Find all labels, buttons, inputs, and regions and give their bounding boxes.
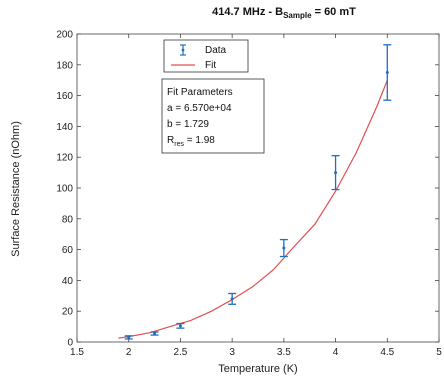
x-tick-label: 3: [229, 347, 235, 358]
legend-data-marker: [180, 44, 186, 56]
y-tick-label: 0: [67, 338, 73, 349]
x-tick-label: 5: [436, 347, 442, 358]
data-marker: [178, 324, 182, 328]
fit-parameter-b: b = 1.729: [167, 119, 209, 130]
legend-box: [163, 39, 249, 73]
y-tick-label: 200: [56, 30, 73, 41]
y-tick-label: 20: [62, 307, 74, 318]
fit-parameters-frame: [161, 78, 265, 154]
data-marker: [385, 71, 389, 74]
y-tick-label: 180: [56, 60, 73, 71]
y-tick-label: 40: [62, 276, 74, 287]
chart-title: 414.7 MHz - BSample = 60 mT: [212, 6, 356, 20]
data-point: [124, 335, 133, 340]
y-tick-label: 140: [56, 122, 73, 133]
y-tick-label: 160: [56, 91, 73, 102]
fit-series: [118, 79, 388, 339]
data-marker: [153, 332, 157, 336]
x-tick-label: 2: [126, 347, 132, 358]
legend-label-fit: Fit: [205, 60, 216, 71]
data-point: [176, 322, 185, 329]
y-tick-label: 80: [62, 214, 74, 225]
x-axis-label: Temperature (K): [218, 363, 297, 375]
data-point: [150, 331, 159, 336]
data-point: [331, 155, 340, 191]
x-tick-label: 4.5: [380, 347, 394, 358]
x-tick-label: 3.5: [277, 347, 291, 358]
data-point: [383, 44, 392, 101]
data-marker: [334, 171, 338, 175]
fit-parameter-rres: Rres = 1.98: [167, 135, 215, 148]
y-tick-label: 120: [56, 153, 73, 164]
x-tick-label: 1.5: [70, 347, 84, 358]
data-point: [228, 292, 237, 305]
fit-parameters-heading: Fit Parameters: [167, 87, 233, 98]
data-series: [124, 44, 392, 340]
data-marker: [127, 335, 131, 339]
fit-curve: [118, 79, 388, 339]
y-axis-label: Surface Resistance (nOhm): [10, 121, 22, 257]
data-marker: [230, 297, 234, 301]
x-tick-label: 2.5: [173, 347, 187, 358]
data-point: [279, 238, 288, 258]
data-marker: [282, 246, 286, 250]
y-tick-label: 60: [62, 245, 74, 256]
fit-parameter-a: a = 6.570e+04: [167, 103, 232, 114]
legend-label-data: Data: [205, 45, 227, 56]
x-tick-label: 4: [333, 347, 339, 358]
axes: 1.5 2 2.5 3 3.5 4 4.5 5 0 20 40 60 80 100 120 140 160 180…: [56, 30, 442, 359]
y-tick-label: 100: [56, 184, 73, 195]
fit-parameters-box: Fit Parameters a = 6.570e+04 b = 1.729 R…: [161, 78, 265, 154]
legend: Data Fit: [163, 39, 249, 73]
